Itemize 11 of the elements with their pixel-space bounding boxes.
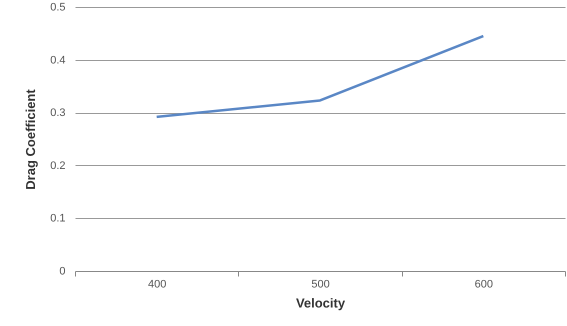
x-tick-label: 400: [148, 278, 166, 290]
y-tick-label: 0.2: [50, 160, 66, 172]
y-tick-label: 0.3: [50, 107, 66, 120]
x-axis-title: Velocity: [296, 296, 346, 310]
y-tick-label: 0: [59, 266, 66, 278]
y-tick-label: 0.4: [50, 54, 66, 66]
y-tick-label: 0.1: [50, 212, 66, 225]
y-axis-title: Drag Coefficient: [23, 88, 38, 190]
y-tick-label: 0.5: [50, 2, 66, 14]
x-tick-label: 500: [311, 278, 330, 290]
x-tick-label: 600: [474, 278, 494, 290]
